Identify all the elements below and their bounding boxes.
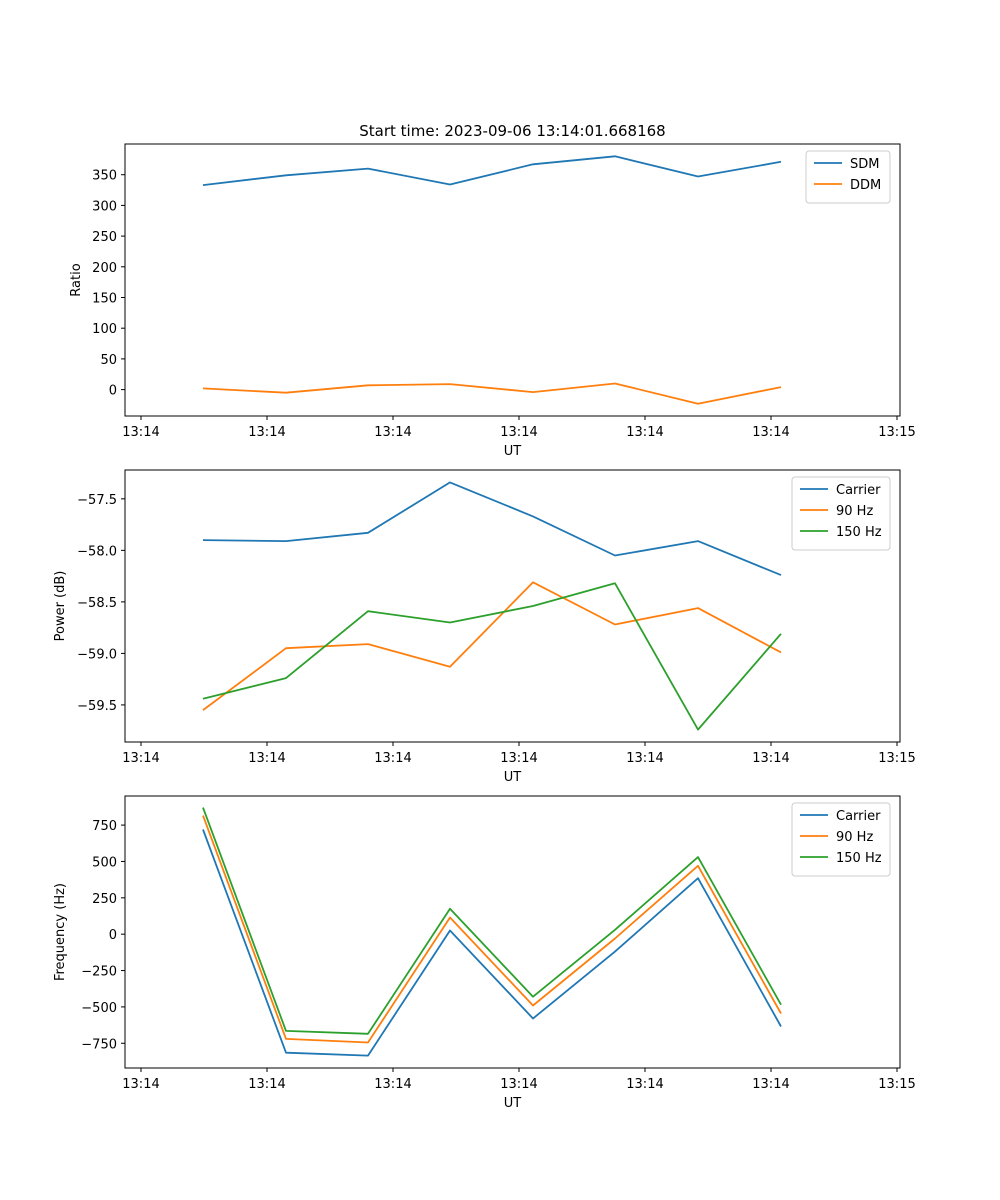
y-tick-label: 250: [92, 892, 117, 907]
y-tick-label: 500: [92, 855, 117, 870]
series-line-carrier: [202, 829, 782, 1057]
x-tick-label: 13:15: [878, 751, 915, 766]
y-tick-label: 250: [92, 230, 117, 245]
x-tick-label: 13:14: [752, 425, 789, 440]
y-tick-label: −59.5: [77, 699, 117, 714]
x-axis-label: UT: [504, 770, 522, 785]
y-tick-label: 50: [100, 353, 117, 368]
x-tick-label: 13:15: [878, 1077, 915, 1092]
y-tick-label: 150: [92, 291, 117, 306]
x-tick-label: 13:14: [248, 425, 285, 440]
x-axis-label: UT: [504, 1096, 522, 1111]
y-tick-label: 100: [92, 322, 117, 337]
x-tick-label: 13:14: [500, 751, 537, 766]
y-tick-label: 350: [92, 169, 117, 184]
x-tick-label: 13:14: [500, 425, 537, 440]
x-tick-label: 13:14: [248, 1077, 285, 1092]
y-tick-label: 750: [92, 819, 117, 834]
legend: Carrier 90 Hz 150 Hz: [791, 802, 891, 877]
plot-frame: [124, 469, 901, 743]
legend: Carrier 90 Hz 150 Hz: [791, 476, 891, 551]
legend-label: SDM: [850, 157, 879, 172]
legend-label: 150 Hz: [836, 851, 882, 866]
y-axis-label: Power (dB): [53, 571, 68, 642]
y-tick-label: −750: [81, 1037, 117, 1052]
x-tick-label: 13:14: [626, 425, 663, 440]
y-tick-label: 200: [92, 261, 117, 276]
y-tick-label: −500: [81, 1001, 117, 1016]
x-tick-label: 13:14: [752, 1077, 789, 1092]
x-tick-label: 13:14: [248, 751, 285, 766]
series-line-90-hz: [202, 815, 782, 1044]
x-tick-label: 13:14: [122, 751, 159, 766]
series-line-150-hz: [202, 582, 782, 731]
x-tick-label: 13:14: [122, 1077, 159, 1092]
series-line-ddm: [202, 382, 782, 405]
chart-panel-3: 13:14 13:14 13:14 13:14 13:14 13:14 13:15 UT −75…: [53, 795, 916, 1111]
legend-label: Carrier: [836, 809, 881, 824]
legend-label: 90 Hz: [836, 830, 873, 845]
series-line-carrier: [202, 481, 782, 576]
x-tick-label: 13:15: [878, 425, 915, 440]
y-tick-label: −58.5: [77, 596, 117, 611]
y-tick-label: −58.0: [77, 544, 117, 559]
chart-panel-1: Start time: 2023-09-06 13:14:01.668168 13…: [69, 122, 916, 459]
x-tick-label: 13:14: [374, 751, 411, 766]
y-tick-label: 0: [109, 384, 117, 399]
x-tick-label: 13:14: [122, 425, 159, 440]
series-line-sdm: [202, 155, 782, 186]
x-tick-label: 13:14: [626, 751, 663, 766]
x-tick-label: 13:14: [374, 1077, 411, 1092]
legend-label: 150 Hz: [836, 525, 882, 540]
plot-frame: [124, 795, 901, 1069]
chart-title: Start time: 2023-09-06 13:14:01.668168: [359, 122, 665, 140]
y-tick-label: −57.5: [77, 493, 117, 508]
legend-label: Carrier: [836, 483, 881, 498]
legend: SDM DDM: [805, 150, 891, 204]
y-tick-label: −59.0: [77, 647, 117, 662]
series-line-90-hz: [202, 581, 782, 711]
y-tick-label: 300: [92, 199, 117, 214]
chart-panel-2: 13:14 13:14 13:14 13:14 13:14 13:14 13:15 UT −59…: [53, 469, 916, 785]
series-line-150-hz: [202, 807, 782, 1035]
y-tick-label: −250: [81, 965, 117, 980]
x-tick-label: 13:14: [752, 751, 789, 766]
x-tick-label: 13:14: [374, 425, 411, 440]
x-tick-label: 13:14: [626, 1077, 663, 1092]
y-axis-label: Ratio: [69, 263, 84, 296]
legend-box: [805, 150, 891, 204]
y-tick-label: 0: [109, 928, 117, 943]
plot-frame: [124, 143, 901, 417]
legend-label: 90 Hz: [836, 504, 873, 519]
y-axis-label: Frequency (Hz): [53, 883, 68, 981]
x-axis-label: UT: [504, 444, 522, 459]
legend-label: DDM: [850, 178, 881, 193]
x-tick-label: 13:14: [500, 1077, 537, 1092]
